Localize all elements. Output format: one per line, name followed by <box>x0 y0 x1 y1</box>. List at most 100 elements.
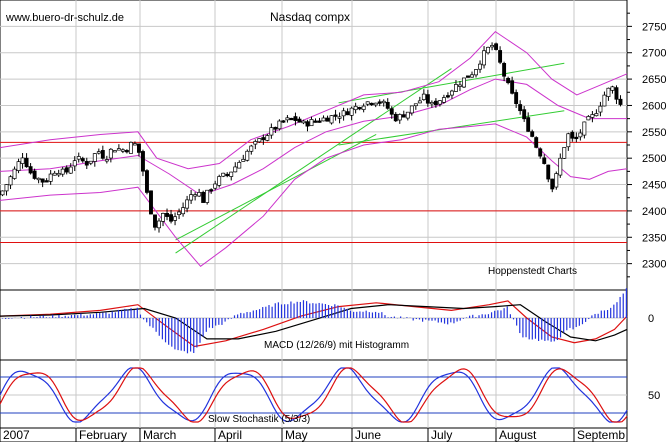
y-tick-labels: 2300 2350 2400 2450 2500 2550 2600 2650 2700 2750… <box>627 12 666 402</box>
candle-body <box>177 211 182 216</box>
stochastic-k-line <box>0 367 628 423</box>
candle-body <box>498 50 503 63</box>
candle-body <box>24 157 29 168</box>
candle-body <box>201 191 206 203</box>
trend-line <box>338 62 565 104</box>
candle-body <box>96 151 101 154</box>
price-tick-label: 2700 <box>642 48 666 60</box>
stochastic-panel <box>0 359 628 429</box>
candle-body <box>28 166 33 174</box>
candle-body <box>249 145 254 152</box>
candle-body <box>462 77 466 88</box>
candle-body <box>261 137 266 141</box>
month-label: July <box>431 428 452 442</box>
candle-body <box>566 133 571 148</box>
candle-body <box>598 105 603 113</box>
candle-body <box>253 141 258 145</box>
candle-body <box>397 114 402 121</box>
candle-body <box>510 80 515 94</box>
candle-body <box>149 190 153 215</box>
candle-body <box>136 143 141 153</box>
candle-body <box>385 101 390 109</box>
candle-body <box>169 214 173 222</box>
candle-body <box>401 114 406 118</box>
candle-body <box>494 43 499 50</box>
candle-body <box>265 135 270 141</box>
candle-body <box>389 108 394 115</box>
candle-body <box>433 100 438 106</box>
candle-body <box>301 120 306 124</box>
stochastic-d-line <box>0 367 628 423</box>
candle-body <box>578 132 583 138</box>
candle-body <box>502 63 507 77</box>
candle-body <box>602 94 607 107</box>
candle-body <box>213 183 218 189</box>
candle-body <box>181 207 186 215</box>
month-label: March <box>143 428 176 442</box>
candle-body <box>614 87 619 100</box>
candle-body <box>357 107 362 110</box>
month-label: 2007 <box>3 428 30 442</box>
candle-body <box>558 157 563 176</box>
candle-body <box>189 194 194 201</box>
candle-body <box>165 212 169 217</box>
candle-body <box>32 170 37 179</box>
stochastic-lines <box>0 367 628 423</box>
candle-body <box>241 159 246 162</box>
month-label: August <box>499 428 537 442</box>
candle-body <box>369 102 374 106</box>
candle-body <box>454 84 458 92</box>
candle-body <box>112 150 117 153</box>
candle-body <box>574 136 579 140</box>
candle-body <box>289 117 294 121</box>
candle-body <box>161 212 165 222</box>
candle-body <box>16 161 21 171</box>
stochastic-tick-label: 50 <box>648 390 660 402</box>
candle-body <box>0 190 5 196</box>
candle-body <box>157 220 161 229</box>
candle-body <box>173 216 178 221</box>
candle-body <box>237 162 242 169</box>
price-tick-label: 2500 <box>642 153 666 165</box>
month-label: May <box>285 428 308 442</box>
candle-body <box>486 46 491 54</box>
macd-line <box>0 300 628 348</box>
trend-line <box>175 68 452 254</box>
month-labels: 2007 February March April May June July August S… <box>0 428 625 442</box>
macd-label: MACD (12/26/9) mit Histogramm <box>264 340 409 351</box>
candle-body <box>84 161 89 166</box>
candle-body <box>108 148 113 159</box>
candle-body <box>518 104 523 112</box>
candle-body <box>409 105 414 114</box>
candle-body <box>542 157 547 164</box>
candle-body <box>104 159 109 162</box>
candle-body <box>64 167 69 173</box>
candle-body <box>245 150 250 161</box>
candle-body <box>317 120 322 123</box>
candle-body <box>197 192 202 197</box>
candle-body <box>606 87 611 97</box>
candle-body <box>381 100 386 104</box>
candle-body <box>321 117 326 122</box>
candle-body <box>526 117 531 132</box>
candle-body <box>153 214 157 228</box>
candle-body <box>373 102 378 106</box>
candle-body <box>522 109 527 120</box>
candle-body <box>257 138 262 143</box>
candle-body <box>594 113 599 117</box>
candle-body <box>377 101 382 104</box>
candle-body <box>437 100 442 105</box>
candle-body <box>124 150 129 153</box>
candle-body <box>429 102 434 105</box>
candle-body <box>193 194 198 197</box>
candle-body <box>88 160 93 164</box>
candle-body <box>349 107 354 116</box>
bollinger-upper-line <box>0 30 628 170</box>
support-lines <box>0 141 627 244</box>
candle-body <box>478 63 482 70</box>
macd-lines <box>0 300 628 348</box>
candle-body <box>445 95 450 98</box>
candle-body <box>4 184 9 192</box>
candle-body <box>281 120 286 123</box>
price-tick-label: 2600 <box>642 100 666 112</box>
